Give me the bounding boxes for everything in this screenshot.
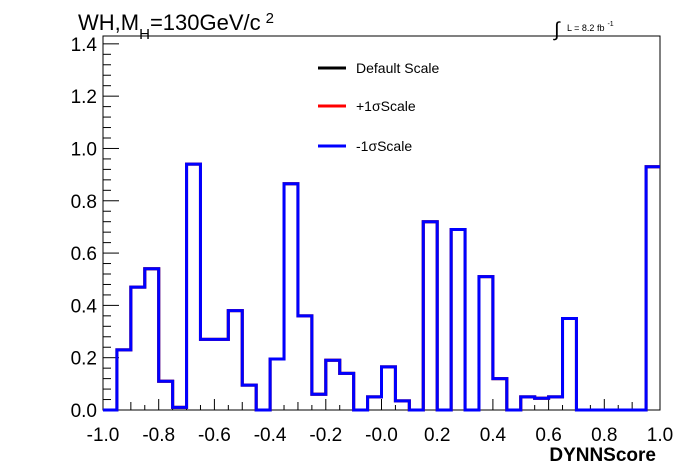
x-tick-label: -0.0 <box>365 425 398 446</box>
title-subscript: H <box>139 26 150 43</box>
x-axis-tick-labels: -1.0 -0.8 -0.6 -0.4 -0.2 -0.0 0.2 0.4 0.6 0.8 1.0 <box>87 425 674 446</box>
x-tick-label: -0.8 <box>142 425 175 446</box>
y-tick-label: 0.8 <box>71 192 97 213</box>
x-tick-label: 1.0 <box>647 425 673 446</box>
x-tick-label: -0.4 <box>254 425 287 446</box>
y-tick-label: 1.2 <box>71 87 97 108</box>
title-superscript: 2 <box>266 10 274 27</box>
legend-label: -1σScale <box>356 138 412 154</box>
legend-label: +1σScale <box>356 98 416 114</box>
lumi-label: L = 8.2 fb -1 <box>567 21 614 33</box>
legend-label: Default Scale <box>356 60 439 76</box>
title-rest: =130GeV/c <box>150 10 261 35</box>
y-tick-label: 0.2 <box>71 349 97 370</box>
x-axis-title: DYNNScore <box>549 445 656 466</box>
y-tick-label: 1.4 <box>71 35 98 56</box>
lumi-text: L = 8.2 fb <box>567 23 604 33</box>
chart-title: WH,MH=130GeV/c 2 <box>78 10 274 43</box>
histogram-series <box>103 162 660 412</box>
title-main: WH,M <box>78 10 139 35</box>
x-tick-label: -1.0 <box>87 425 120 446</box>
y-axis-tick-labels: 0.0 0.2 0.4 0.6 0.8 1.0 1.2 1.4 <box>71 35 98 422</box>
x-tick-label: 0.6 <box>535 425 561 446</box>
lumi-superscript: -1 <box>607 21 613 28</box>
x-tick-label: -0.2 <box>309 425 342 446</box>
x-tick-label: 0.4 <box>480 425 507 446</box>
y-tick-label: 1.0 <box>71 139 97 160</box>
y-axis-ticks <box>103 43 119 411</box>
x-tick-label: -0.6 <box>198 425 231 446</box>
y-tick-label: 0.0 <box>71 401 97 422</box>
x-tick-label: 0.2 <box>424 425 450 446</box>
y-tick-label: 0.6 <box>71 244 97 265</box>
series-line-2 <box>103 162 660 412</box>
lumi-integral-sign: ∫ <box>553 19 561 41</box>
x-tick-label: 0.8 <box>591 425 617 446</box>
y-tick-label: 0.4 <box>71 296 98 317</box>
legend: Default Scale +1σScale -1σScale <box>318 60 439 154</box>
